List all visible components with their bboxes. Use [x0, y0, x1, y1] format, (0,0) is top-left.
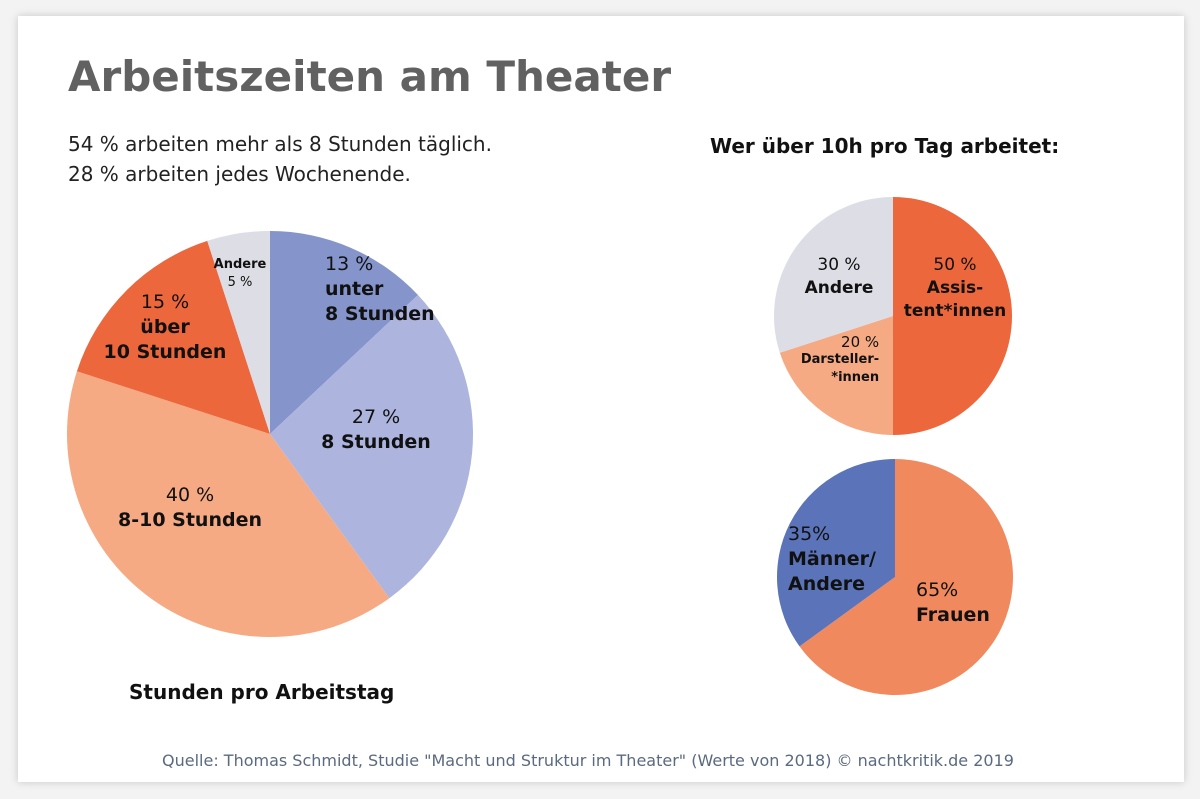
- label-ueber-10: 15 % über 10 Stunden: [103, 291, 227, 363]
- label-darsteller: 20 % Darsteller- *innen: [800, 333, 880, 385]
- pie-1-slice-0: [893, 197, 1012, 435]
- pie-2-slice-1: [777, 459, 895, 647]
- pie-0-slice-4: [207, 231, 270, 434]
- label-frauen: 65% Frauen: [916, 579, 990, 626]
- label-andere: Andere 5 %: [213, 257, 267, 290]
- label-unter-8: 13 % unter 8 Stunden: [325, 253, 435, 325]
- label-assistent: 50 % Assis-tent*innen: [903, 255, 1007, 321]
- pie-0-slice-3: [76, 240, 271, 434]
- pie-1-slice-1: [779, 316, 893, 435]
- pie-0-slice-1: [270, 295, 473, 599]
- pie-1-slice-2: [774, 197, 893, 353]
- label-andere-2: 30 % Andere: [804, 255, 874, 298]
- pie-0-slice-2: [67, 371, 390, 637]
- source-note: Quelle: Thomas Schmidt, Studie "Macht un…: [162, 751, 1014, 770]
- pie-2-slice-0: [799, 459, 1013, 696]
- subtitle-line-2: 28 % arbeiten jedes Wochenende.: [68, 162, 411, 186]
- pie-0-slice-0: [270, 231, 418, 434]
- subtitle-line-1: 54 % arbeiten mehr als 8 Stunden täglich…: [68, 132, 492, 156]
- main-pie-title: Stunden pro Arbeitstag: [129, 680, 395, 704]
- page-title: Arbeitszeiten am Theater: [68, 52, 672, 101]
- label-8-10: 40 % 8-10 Stunden: [118, 484, 262, 531]
- label-maenner: 35% Männer/Andere: [788, 523, 876, 595]
- right-heading: Wer über 10h pro Tag arbeitet:: [710, 134, 1060, 158]
- label-8-stunden: 27 % 8 Stunden: [321, 406, 431, 453]
